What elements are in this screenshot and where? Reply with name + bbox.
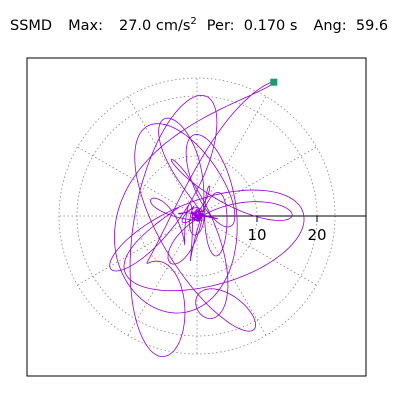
spoke-120 xyxy=(127,96,198,217)
max-unit: cm/s xyxy=(155,18,191,34)
spoke-30 xyxy=(196,146,317,217)
plot-frame xyxy=(26,57,367,377)
period-value: 0.170 xyxy=(243,18,286,34)
orbit-trace xyxy=(109,81,305,357)
max-unit-exponent: 2 xyxy=(190,16,197,27)
spoke-210 xyxy=(77,215,198,286)
spoke-330 xyxy=(196,215,317,286)
angle-value: 59.6 xyxy=(355,18,389,34)
tick-label-20: 20 xyxy=(307,226,326,244)
radial-ticks: 10 20 xyxy=(247,216,327,244)
angle-label: Ang: xyxy=(313,18,347,34)
chart-header: SSMD Max: 27.0 cm/s2 Per: 0.170 s Ang: 59.6 xyxy=(10,16,389,34)
spoke-300 xyxy=(196,215,267,336)
peak-marker xyxy=(270,78,278,86)
spoke-240 xyxy=(127,215,198,336)
max-value: 27.0 xyxy=(118,18,152,34)
period-label: Per: xyxy=(206,18,235,34)
max-label: Max: xyxy=(68,18,103,34)
spoke-60 xyxy=(196,96,267,217)
period-unit: s xyxy=(289,18,298,34)
station-code: SSMD xyxy=(10,18,53,34)
spoke-150 xyxy=(77,146,198,217)
tick-label-10: 10 xyxy=(247,226,266,244)
